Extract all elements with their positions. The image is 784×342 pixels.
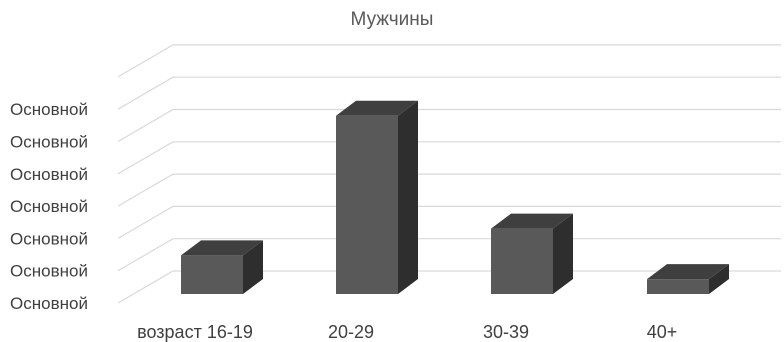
y-tick-label: Основной (10, 229, 88, 248)
gridline (117, 141, 781, 175)
bar-front (491, 228, 553, 294)
x-tick-label: 30-39 (483, 322, 529, 342)
y-tick-labels: Основной Основной Основной Основной Основной… (10, 100, 88, 313)
bar-top (181, 240, 263, 256)
y-tick-label: Основной (10, 294, 88, 313)
x-tick-labels: возраст 16-19 20-29 30-39 40+ (137, 322, 677, 342)
x-tick-label: 20-29 (328, 322, 374, 342)
gridline (117, 44, 781, 78)
y-tick-label: Основной (10, 197, 88, 216)
gridline (117, 270, 781, 304)
bar-front (336, 115, 398, 294)
bar (647, 264, 729, 294)
bar-side (243, 240, 263, 294)
bar (336, 100, 418, 294)
y-tick-label: Основной (10, 133, 88, 152)
gridline (117, 205, 781, 239)
y-tick-label: Основной (10, 100, 88, 119)
chart-title: Мужчины (350, 9, 434, 30)
bar (491, 213, 573, 294)
gridline (117, 173, 781, 207)
y-tick-label: Основной (10, 262, 88, 281)
y-tick-label: Основной (10, 165, 88, 184)
bar-side (709, 264, 729, 294)
bar-front (647, 279, 709, 294)
bar-front (181, 255, 243, 294)
bars (181, 100, 729, 294)
bar-top (336, 100, 418, 116)
grid-layer (117, 44, 781, 304)
x-tick-label: 40+ (647, 322, 678, 342)
gridline (117, 108, 781, 143)
gridline (117, 76, 781, 110)
x-tick-label: возраст 16-19 (137, 322, 253, 342)
bar-top (647, 264, 729, 280)
bar (181, 240, 263, 294)
bar-top (491, 213, 573, 229)
gridline (117, 238, 781, 272)
bar-side (398, 100, 418, 294)
bar-side (553, 213, 573, 294)
